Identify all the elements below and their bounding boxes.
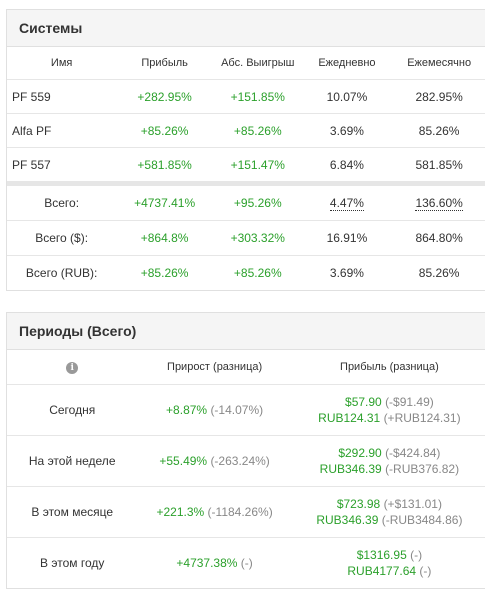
info-cell: i bbox=[7, 350, 138, 385]
total-abs-gain: +85.26% bbox=[233, 266, 282, 280]
growth-value: +8.87% bbox=[166, 403, 208, 417]
profit-usd-diff: (+$131.01) bbox=[383, 497, 442, 511]
profit-rub: RUB346.39 bbox=[319, 462, 382, 476]
periods-header-row: i Прирост (разница) Прибыль (разница) bbox=[7, 350, 485, 385]
period-row: В этом месяце +221.3% (-1184.26%) $723.9… bbox=[7, 486, 485, 538]
profit-usd: $292.90 bbox=[338, 446, 382, 460]
total-monthly: 864.80% bbox=[391, 220, 485, 256]
period-growth: +55.49% (-263.24%) bbox=[137, 435, 292, 487]
period-growth: +4737.38% (-) bbox=[137, 538, 291, 589]
profit-rub: RUB124.31 bbox=[318, 411, 381, 425]
growth-diff: (-) bbox=[240, 556, 253, 570]
growth-diff: (-1184.26%) bbox=[207, 505, 273, 519]
col-growth-header: Прирост (разница) bbox=[137, 350, 292, 385]
periods-card: Периоды (Всего) i Прирост (разница) Приб… bbox=[6, 312, 485, 589]
total-abs-gain: +303.32% bbox=[212, 220, 303, 256]
period-label: На этой неделе bbox=[7, 435, 138, 487]
period-row: На этой неделе +55.49% (-263.24%) $292.9… bbox=[7, 435, 485, 487]
period-profit: $57.90 (-$91.49) RUB124.31 (+RUB124.31) bbox=[291, 384, 485, 436]
system-name-link[interactable]: PF 557 bbox=[7, 147, 117, 182]
system-profit: +282.95% bbox=[116, 79, 213, 114]
system-abs-gain: +151.47% bbox=[212, 147, 303, 182]
profit-usd: $723.98 bbox=[336, 497, 381, 511]
system-monthly: 581.85% bbox=[391, 147, 485, 182]
profit-rub-diff: (-RUB376.82) bbox=[385, 462, 460, 476]
profit-rub: RUB4177.64 bbox=[347, 564, 417, 578]
info-icon[interactable]: i bbox=[66, 361, 79, 374]
profit-rub-diff: (-RUB3484.86) bbox=[381, 513, 463, 527]
col-abs-gain-header[interactable]: Абс. Выигрыш bbox=[212, 47, 303, 80]
systems-title: Системы bbox=[7, 10, 485, 47]
growth-value: +221.3% bbox=[156, 505, 205, 519]
systems-card: Системы Имя Прибыль Абс. Выигрыш Ежеднев… bbox=[6, 9, 485, 291]
profit-usd-diff: (-) bbox=[410, 548, 423, 562]
total-monthly-cell: 136.60% bbox=[391, 186, 485, 221]
system-monthly: 282.95% bbox=[391, 79, 485, 114]
system-row: PF 559 +282.95% +151.85% 10.07% 282.95% bbox=[7, 79, 485, 114]
total-rub-row: Всего (RUB): +85.26% +85.26% 3.69% 85.26… bbox=[7, 256, 485, 291]
col-name-header[interactable]: Имя bbox=[7, 47, 117, 80]
system-name-link[interactable]: Alfa PF bbox=[7, 113, 117, 148]
total-daily-cell: 4.47% bbox=[302, 186, 392, 221]
system-daily: 3.69% bbox=[302, 113, 392, 148]
col-profit-header[interactable]: Прибыль bbox=[116, 47, 213, 80]
total-daily: 3.69% bbox=[329, 266, 364, 280]
growth-value: +4737.38% bbox=[176, 556, 238, 570]
profit-usd-diff: (-$424.84) bbox=[385, 446, 441, 460]
system-abs-gain: +85.26% bbox=[212, 113, 303, 148]
total-label: Всего: bbox=[7, 186, 117, 221]
period-label: В этом месяце bbox=[7, 486, 138, 538]
periods-table: i Прирост (разница) Прибыль (разница) Се… bbox=[7, 350, 485, 588]
total-abs-gain: +95.26% bbox=[212, 186, 303, 221]
period-profit: $1316.95 (-) RUB4177.64 (-) bbox=[292, 538, 485, 589]
growth-value: +55.49% bbox=[159, 454, 208, 468]
period-row: В этом году +4737.38% (-) $1316.95 (-) RU… bbox=[7, 538, 485, 589]
system-daily: 6.84% bbox=[302, 147, 392, 182]
period-growth: +221.3% (-1184.26%) bbox=[137, 486, 292, 538]
total-daily: 16.91% bbox=[302, 220, 392, 256]
profit-usd-diff: (-$91.49) bbox=[385, 395, 434, 409]
profit-rub: RUB346.39 bbox=[316, 513, 379, 527]
col-profit-header: Прибыль (разница) bbox=[291, 350, 485, 385]
total-label: Всего ($): bbox=[7, 220, 117, 256]
total-profit: +864.8% bbox=[116, 220, 213, 256]
period-label: Сегодня bbox=[7, 384, 138, 436]
profit-rub-diff: (-) bbox=[419, 564, 432, 578]
period-profit: $723.98 (+$131.01) RUB346.39 (-RUB3484.86… bbox=[291, 486, 485, 538]
system-row: PF 557 +581.85% +151.47% 6.84% 581.85% bbox=[7, 147, 485, 182]
total-row: Всего: +4737.41% +95.26% 4.47% 136.60% bbox=[7, 186, 485, 221]
system-abs-gain: +151.85% bbox=[212, 79, 303, 114]
systems-header-row: Имя Прибыль Абс. Выигрыш Ежедневно Ежеме… bbox=[7, 47, 485, 80]
system-profit: +85.26% bbox=[116, 113, 213, 148]
profit-rub-diff: (+RUB124.31) bbox=[383, 411, 461, 425]
total-daily-tooltip[interactable]: 4.47% bbox=[329, 196, 364, 211]
system-monthly: 85.26% bbox=[391, 113, 485, 148]
period-profit: $292.90 (-$424.84) RUB346.39 (-RUB376.82) bbox=[291, 435, 485, 487]
system-row: Alfa PF +85.26% +85.26% 3.69% 85.26% bbox=[7, 113, 485, 148]
period-row: Сегодня +8.87% (-14.07%) $57.90 (-$91.49… bbox=[7, 384, 485, 436]
periods-title: Периоды (Всего) bbox=[7, 313, 485, 350]
profit-usd: $57.90 bbox=[345, 395, 382, 409]
total-profit: +85.26% bbox=[140, 266, 189, 280]
totals-divider bbox=[7, 181, 485, 186]
growth-diff: (-263.24%) bbox=[210, 454, 270, 468]
total-profit: +4737.41% bbox=[116, 186, 213, 221]
system-daily: 10.07% bbox=[302, 79, 392, 114]
total-usd-row: Всего ($): +864.8% +303.32% 16.91% 864.8… bbox=[7, 220, 485, 256]
total-monthly: 85.26% bbox=[418, 266, 460, 280]
growth-diff: (-14.07%) bbox=[210, 403, 264, 417]
period-growth: +8.87% (-14.07%) bbox=[137, 384, 292, 436]
col-daily-header[interactable]: Ежедневно bbox=[302, 47, 392, 80]
system-name-link[interactable]: PF 559 bbox=[7, 79, 117, 114]
period-label: В этом году bbox=[40, 556, 105, 570]
systems-table: Имя Прибыль Абс. Выигрыш Ежедневно Ежеме… bbox=[7, 47, 485, 290]
total-monthly-tooltip[interactable]: 136.60% bbox=[415, 196, 463, 211]
total-label: Всего (RUB): bbox=[25, 266, 98, 280]
system-profit: +581.85% bbox=[116, 147, 213, 182]
profit-usd: $1316.95 bbox=[356, 548, 407, 562]
col-monthly-header[interactable]: Ежемесячно bbox=[391, 47, 485, 80]
